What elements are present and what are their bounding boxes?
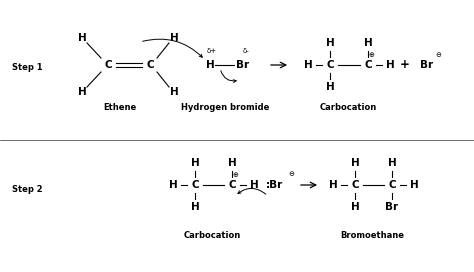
Text: ⊕: ⊕	[232, 172, 238, 178]
Text: H: H	[328, 180, 337, 190]
Text: H: H	[206, 60, 214, 70]
Text: δ+: δ+	[207, 48, 217, 54]
Text: Step 1: Step 1	[12, 63, 43, 73]
Text: Bromoethane: Bromoethane	[340, 230, 404, 240]
Text: H: H	[169, 180, 177, 190]
Text: C: C	[326, 60, 334, 70]
FancyArrowPatch shape	[143, 39, 202, 57]
Text: +: +	[400, 58, 410, 72]
Text: Br: Br	[237, 60, 250, 70]
Text: H: H	[364, 38, 373, 48]
Text: H: H	[351, 202, 359, 212]
Text: H: H	[170, 87, 178, 97]
Text: H: H	[410, 180, 419, 190]
Text: C: C	[228, 180, 236, 190]
Text: δ-: δ-	[243, 48, 249, 54]
Text: C: C	[191, 180, 199, 190]
Text: Ethene: Ethene	[103, 104, 137, 113]
Text: C: C	[388, 180, 396, 190]
Text: H: H	[304, 60, 312, 70]
Text: H: H	[326, 38, 334, 48]
Text: H: H	[250, 180, 258, 190]
Text: Carbocation: Carbocation	[183, 230, 241, 240]
Text: Carbocation: Carbocation	[319, 104, 377, 113]
Text: C: C	[146, 60, 154, 70]
Text: ⊖: ⊖	[288, 171, 294, 177]
Text: Hydrogen bromide: Hydrogen bromide	[181, 104, 269, 113]
Text: H: H	[351, 158, 359, 168]
Text: H: H	[191, 202, 200, 212]
FancyArrowPatch shape	[221, 71, 236, 82]
Text: Br: Br	[420, 60, 434, 70]
Text: C: C	[364, 60, 372, 70]
Text: H: H	[228, 158, 237, 168]
Text: C: C	[351, 180, 359, 190]
Text: H: H	[78, 87, 86, 97]
Text: ⊖: ⊖	[435, 52, 441, 58]
Text: :Br: :Br	[266, 180, 283, 190]
Text: H: H	[170, 33, 178, 43]
Text: H: H	[326, 82, 334, 92]
Text: H: H	[191, 158, 200, 168]
Text: H: H	[388, 158, 396, 168]
Text: ⊕: ⊕	[368, 52, 374, 58]
Text: H: H	[78, 33, 86, 43]
Text: Br: Br	[385, 202, 399, 212]
Text: Step 2: Step 2	[12, 186, 43, 194]
Text: H: H	[386, 60, 394, 70]
FancyArrowPatch shape	[238, 188, 266, 194]
Text: C: C	[104, 60, 112, 70]
